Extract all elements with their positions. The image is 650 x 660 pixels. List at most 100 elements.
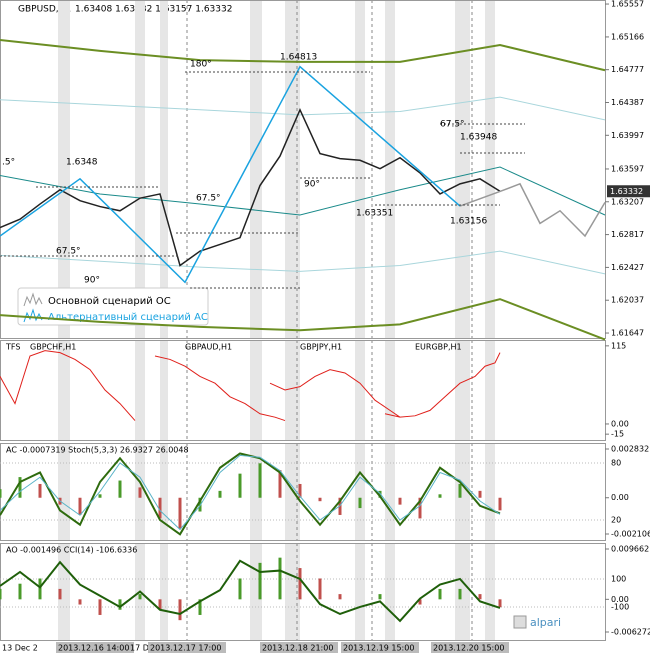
session-stripe — [58, 543, 70, 640]
histogram-bar — [498, 497, 502, 511]
annotation: 180° — [190, 60, 212, 70]
histogram-bar — [0, 489, 2, 498]
y2-tick-label: 80 — [611, 458, 621, 467]
session-stripe — [285, 0, 300, 338]
session-stripe — [485, 340, 495, 440]
symbol-label: GBPAUD,H1 — [185, 343, 232, 352]
histogram-bar — [458, 588, 462, 600]
session-stripe — [455, 543, 470, 640]
session-stripe — [355, 340, 365, 440]
legend — [17, 287, 209, 326]
histogram-bar — [198, 497, 202, 512]
histogram-bar — [338, 594, 342, 600]
y-tick-label: 1.65166 — [611, 32, 644, 41]
y-tick-label: 1.63997 — [611, 131, 644, 140]
symbol-label: EURGBP,H1 — [415, 343, 462, 352]
time-label-box — [341, 642, 419, 653]
session-stripe — [250, 340, 262, 440]
session-stripe — [58, 340, 70, 440]
time-label-box — [56, 642, 134, 653]
annotation: 67.5° — [56, 247, 81, 257]
session-stripe — [455, 340, 470, 440]
histogram-bar — [118, 480, 122, 498]
series-line — [0, 38, 606, 72]
time-label-box — [148, 642, 226, 653]
histogram-bar — [18, 477, 22, 498]
annotation: 1.6348 — [66, 158, 98, 168]
y-tick-label: 1.62427 — [611, 263, 644, 272]
session-stripe — [355, 443, 365, 540]
histogram-bar — [398, 497, 402, 505]
legend-icon — [23, 308, 43, 323]
annotation: 1.63156 — [450, 217, 487, 227]
panel-title: TFS — [5, 343, 20, 352]
histogram-bar — [378, 594, 382, 600]
annotation: 67.5° — [440, 120, 465, 130]
histogram-bar — [498, 599, 502, 608]
series-line — [269, 369, 401, 418]
time-label-box — [260, 642, 338, 653]
series-line — [0, 96, 606, 121]
x-tick-label: 2013.12.19 15:00 — [343, 644, 414, 653]
y-tick-label: 1.61647 — [611, 329, 644, 338]
annotation: 90° — [304, 180, 320, 190]
histogram-bar — [198, 599, 202, 615]
session-stripe — [455, 0, 470, 338]
panel-title: AC -0.0007319 Stoch(5,3,3) 26.9327 26.00… — [6, 446, 189, 455]
histogram-bar — [58, 588, 62, 600]
y-tick-label: -0.006272 — [611, 627, 650, 636]
session-stripe — [285, 543, 300, 640]
histogram-bar — [458, 483, 462, 498]
y2-tick-label: -100 — [611, 602, 629, 611]
y2-tick-label: 100 — [611, 574, 626, 583]
session-stripe — [385, 340, 395, 440]
ohlc: 1.63408 1.63432 1.63157 1.63332 — [75, 5, 232, 15]
last-price-label: 1.63332 — [610, 187, 643, 196]
legend-label: Основной сценарий ОС — [48, 296, 171, 307]
series-line — [0, 65, 461, 284]
y-tick-label: 1.62817 — [611, 230, 644, 239]
histogram-bar — [78, 599, 82, 605]
series-line — [0, 454, 501, 531]
y-tick-label: 0.00 — [611, 493, 629, 502]
series-line — [384, 352, 501, 418]
y-tick-label: 1.62037 — [611, 296, 644, 305]
histogram-bar — [278, 470, 282, 498]
x-tick-label: 2013.12.20 15:00 — [433, 644, 504, 653]
session-stripe — [455, 443, 470, 540]
annotation: 1.63351 — [356, 209, 393, 219]
histogram-bar — [258, 562, 262, 600]
y-tick-label: 115 — [611, 341, 626, 350]
session-stripe — [385, 443, 395, 540]
series-line — [0, 166, 606, 216]
session-stripe — [135, 0, 145, 338]
series-line — [154, 355, 286, 422]
histogram-bar — [178, 497, 182, 529]
session-stripe — [58, 443, 70, 540]
panel-title: AO -0.001496 CCI(14) -106.6336 — [6, 546, 137, 555]
y-tick-label: 0.00 — [611, 595, 629, 604]
series-line — [0, 250, 606, 275]
time-label-box — [431, 642, 509, 653]
x-tick-label: 2013.12.16 14:00 — [58, 644, 129, 653]
histogram-bar — [418, 599, 422, 605]
histogram-bar — [318, 578, 322, 600]
histogram-bar — [278, 557, 282, 600]
histogram-bar — [478, 594, 482, 600]
session-stripe — [285, 340, 300, 440]
annotation: 1.63948 — [460, 133, 497, 143]
histogram-bar — [158, 497, 162, 519]
last-price-box — [607, 185, 650, 198]
histogram-bar — [138, 487, 142, 498]
panel-frame — [0, 340, 606, 441]
y-tick-label: -15 — [611, 430, 624, 439]
histogram-bar — [178, 599, 182, 621]
series-line — [0, 298, 606, 341]
session-stripe — [135, 340, 145, 440]
session-stripe — [160, 443, 168, 540]
session-stripe — [160, 0, 168, 338]
annotation: 1.64813 — [280, 53, 317, 63]
annotation: 67.5° — [196, 194, 221, 204]
session-stripe — [355, 0, 365, 338]
